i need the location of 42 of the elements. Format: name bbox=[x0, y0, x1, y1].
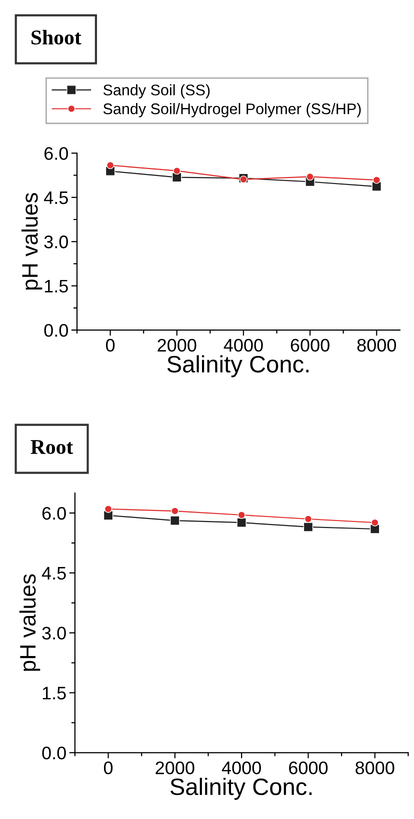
chart-title: Shoot bbox=[32, 30, 82, 45]
y-tick-label: 4.5 bbox=[44, 192, 68, 204]
x-tick-label: 2000 bbox=[158, 338, 196, 352]
legend-label: Sandy Soil/Hydrogel Polymer (SS/HP) bbox=[103, 103, 361, 118]
y-axis-title: pH values bbox=[21, 192, 42, 290]
point bbox=[304, 515, 312, 523]
y-tick-label: 6.0 bbox=[44, 147, 68, 160]
x-tick-label: 4000 bbox=[222, 761, 261, 774]
y-tick-label: 0.0 bbox=[44, 324, 68, 337]
y-tick-label: 3.0 bbox=[44, 236, 68, 248]
x-tick-label: 6000 bbox=[289, 761, 328, 774]
point bbox=[173, 167, 181, 175]
x-tick-label: 8000 bbox=[356, 761, 394, 774]
y-tick-label: 0.0 bbox=[42, 746, 66, 760]
point bbox=[240, 176, 248, 184]
x-tick-label: 2000 bbox=[156, 761, 194, 774]
y-tick-label: 6.0 bbox=[42, 506, 66, 520]
legend-label: Sandy Soil (SS) bbox=[103, 84, 210, 98]
y-tick-label: 4.5 bbox=[42, 567, 66, 580]
point bbox=[372, 176, 380, 184]
x-axis-title: Salinity Conc. bbox=[167, 355, 308, 378]
point bbox=[236, 518, 246, 528]
chart-title: Root bbox=[30, 440, 74, 454]
point bbox=[104, 505, 112, 513]
point bbox=[171, 507, 179, 515]
point bbox=[170, 516, 180, 526]
point bbox=[238, 511, 246, 519]
point bbox=[303, 522, 314, 532]
point bbox=[371, 518, 379, 526]
x-axis-title: Salinity Conc. bbox=[170, 778, 312, 800]
point bbox=[372, 182, 382, 192]
y-tick-label: 3.0 bbox=[42, 626, 66, 640]
point bbox=[106, 161, 114, 170]
x-tick-label: 0 bbox=[106, 338, 115, 352]
point bbox=[306, 172, 314, 181]
x-tick-label: 8000 bbox=[357, 338, 396, 352]
y-axis-title: pH values bbox=[19, 574, 40, 671]
y-tick-label: 1.5 bbox=[44, 280, 68, 293]
x-tick-label: 0 bbox=[104, 761, 113, 774]
x-tick-label: 4000 bbox=[224, 338, 263, 352]
y-tick-label: 1.5 bbox=[42, 686, 66, 700]
x-tick-label: 6000 bbox=[290, 338, 330, 352]
